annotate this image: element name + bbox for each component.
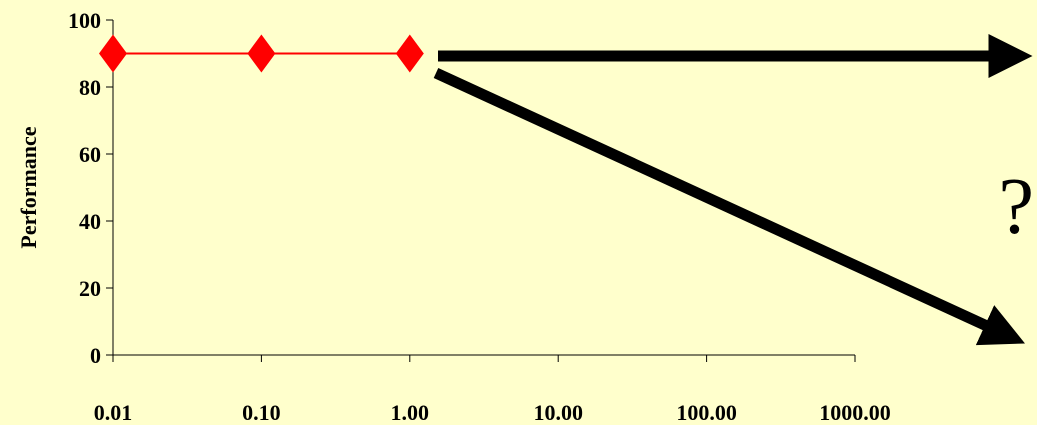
y-tick-label: 80 [79, 75, 101, 100]
y-tick-label: 20 [79, 276, 101, 301]
question-mark-annotation: ? [998, 163, 1034, 251]
y-axis-title: Performance [16, 126, 41, 248]
y-axis-ticks: 0 20 40 60 80 100 [68, 8, 113, 368]
data-point-diamond [395, 34, 424, 73]
y-tick-label: 0 [90, 343, 101, 368]
x-tick-label: 100.00 [676, 400, 737, 425]
data-point-diamond [247, 34, 276, 73]
y-tick-label: 60 [79, 142, 101, 167]
x-tick-label: 0.01 [94, 400, 133, 425]
y-tick-label: 40 [79, 209, 101, 234]
x-tick-label: 1000.00 [819, 400, 891, 425]
series-layer [99, 34, 424, 73]
declining-trend-arrow [433, 68, 1025, 346]
x-tick-label: 0.10 [242, 400, 281, 425]
y-tick-label: 100 [68, 8, 101, 33]
data-point-diamond [99, 34, 127, 73]
x-tick-label: 10.00 [533, 400, 583, 425]
axes [112, 20, 855, 356]
annotations: ? [433, 34, 1034, 346]
x-tick-label: 1.00 [391, 400, 430, 425]
x-axis-ticks: 0.01 0.10 1.00 10.00 100.00 1000.00 [94, 355, 891, 425]
